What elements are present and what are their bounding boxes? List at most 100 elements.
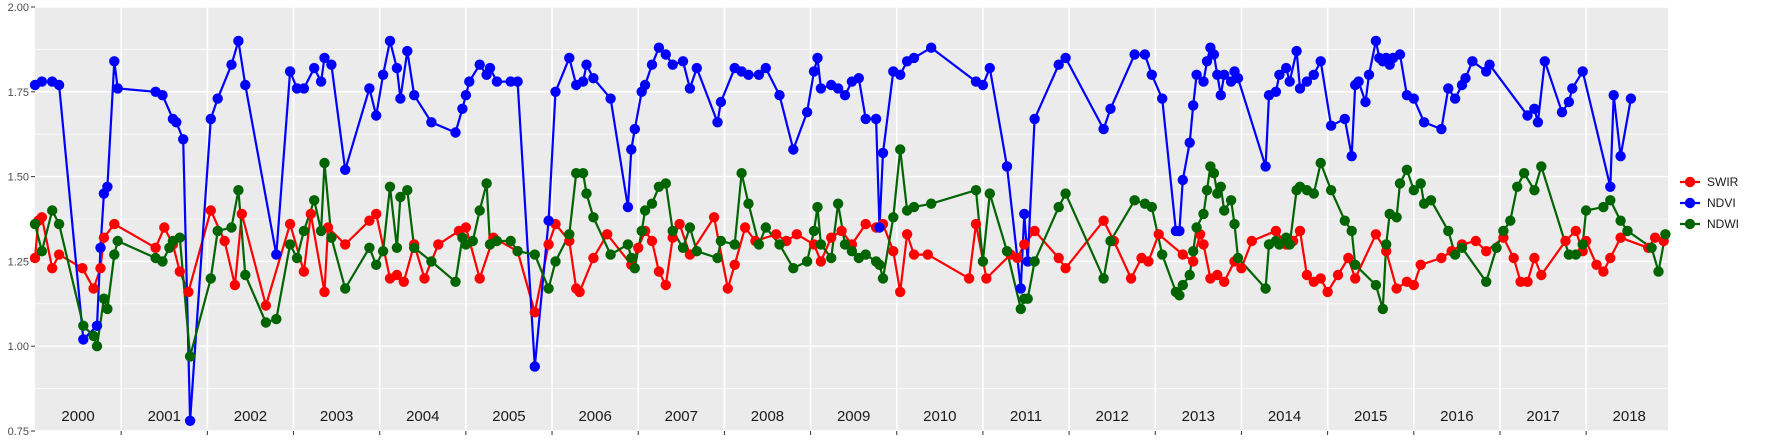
data-point-swir — [1415, 259, 1426, 270]
data-point-ndwi — [36, 246, 48, 257]
data-point-ndwi — [712, 252, 723, 264]
data-point-ndwi — [543, 283, 554, 294]
data-point-ndwi — [984, 188, 995, 199]
data-point-ndwi — [877, 273, 889, 284]
data-point-ndvi — [205, 113, 216, 125]
data-point-ndvi — [691, 62, 702, 74]
data-point-ndwi — [729, 239, 740, 250]
data-point-ndvi — [1339, 113, 1351, 125]
data-point-ndwi — [1646, 242, 1657, 253]
y-axis: 0.75 1.00 1.25 1.50 1.75 2.00 — [8, 2, 35, 438]
data-point-swir — [895, 286, 906, 298]
data-point-swir — [791, 229, 802, 240]
data-point-ndvi — [457, 103, 468, 115]
data-point-ndwi — [1401, 164, 1413, 175]
data-point-ndvi — [926, 42, 937, 53]
data-point-ndvi — [1449, 93, 1461, 104]
data-point-ndvi — [1146, 69, 1158, 81]
data-point-swir — [1350, 273, 1361, 284]
data-point-swir — [981, 273, 992, 284]
legend-key-point — [1684, 176, 1696, 188]
data-point-swir — [1060, 263, 1071, 274]
data-point-ndwi — [467, 235, 478, 247]
data-point-ndvi — [53, 79, 65, 91]
data-point-ndwi — [874, 259, 885, 270]
data-point-ndwi — [174, 232, 185, 243]
data-point-swir — [371, 208, 382, 220]
year-label: 2001 — [148, 408, 181, 425]
data-point-ndvi — [1060, 52, 1071, 64]
data-point-ndvi — [860, 113, 871, 125]
data-point-ndvi — [377, 69, 389, 81]
data-point-ndwi — [1415, 178, 1426, 189]
data-point-ndvi — [319, 52, 330, 64]
data-point-swir — [174, 266, 185, 277]
data-point-ndvi — [450, 127, 461, 138]
data-point-ndvi — [512, 76, 523, 87]
data-point-swir — [543, 239, 554, 250]
data-point-ndwi — [684, 222, 696, 233]
y-tick-label: 1.25 — [8, 256, 29, 268]
data-point-ndwi — [291, 252, 303, 264]
data-point-ndvi — [715, 96, 727, 108]
data-point-ndvi — [1529, 103, 1540, 115]
data-point-ndwi — [371, 259, 382, 270]
data-point-ndwi — [1177, 279, 1189, 291]
data-point-swir — [1605, 252, 1616, 264]
data-point-ndvi — [171, 117, 182, 128]
data-point-ndvi — [1522, 110, 1533, 121]
data-point-swir — [391, 269, 403, 281]
data-point-ndvi — [474, 59, 485, 70]
year-label: 2010 — [923, 408, 956, 425]
data-point-ndvi — [877, 147, 889, 159]
data-point-ndvi — [1532, 117, 1544, 128]
data-point-swir — [1301, 269, 1313, 281]
data-point-swir — [1212, 269, 1223, 281]
data-point-ndwi — [1598, 201, 1609, 213]
data-point-ndvi — [1625, 93, 1637, 104]
data-point-ndvi — [639, 79, 651, 91]
data-point-ndwi — [212, 225, 223, 237]
data-point-swir — [260, 300, 272, 311]
data-point-ndvi — [1294, 83, 1306, 94]
data-point-ndvi — [395, 93, 406, 104]
data-point-ndvi — [1325, 120, 1337, 131]
data-point-swir — [588, 252, 599, 264]
data-point-ndvi — [1139, 49, 1151, 60]
data-point-swir — [1125, 273, 1137, 284]
data-point-swir — [1246, 235, 1258, 247]
data-point-swir — [970, 218, 982, 230]
data-point-ndwi — [715, 235, 727, 247]
data-point-swir — [660, 279, 671, 291]
data-point-ndwi — [315, 225, 327, 237]
data-point-ndwi — [205, 273, 216, 284]
data-point-ndvi — [564, 52, 575, 64]
data-point-ndwi — [588, 212, 599, 223]
data-point-ndwi — [1653, 266, 1664, 277]
series-points-ndvi — [29, 35, 1637, 426]
data-point-ndvi — [1174, 225, 1185, 237]
data-point-ndwi — [91, 341, 103, 352]
data-point-ndwi — [808, 225, 820, 237]
data-point-swir — [433, 239, 444, 250]
data-point-swir — [219, 235, 230, 247]
data-point-ndwi — [1577, 239, 1588, 250]
data-point-ndvi — [1284, 76, 1295, 87]
data-point-ndwi — [926, 198, 937, 209]
data-point-ndwi — [1529, 185, 1540, 196]
data-point-swir — [1529, 252, 1540, 264]
data-point-swir — [95, 263, 106, 274]
data-point-swir — [1470, 235, 1482, 247]
data-point-ndvi — [1208, 49, 1220, 60]
data-point-swir — [1391, 283, 1402, 294]
data-point-swir — [1236, 263, 1247, 274]
data-point-ndwi — [832, 198, 844, 209]
data-point-ndvi — [712, 117, 723, 128]
data-point-ndvi — [102, 181, 113, 192]
data-point-ndvi — [1177, 174, 1189, 186]
data-point-swir — [1019, 239, 1030, 250]
data-point-ndvi — [870, 113, 882, 125]
data-point-swir — [602, 229, 613, 240]
data-point-swir — [474, 273, 485, 284]
data-point-ndwi — [760, 222, 771, 233]
